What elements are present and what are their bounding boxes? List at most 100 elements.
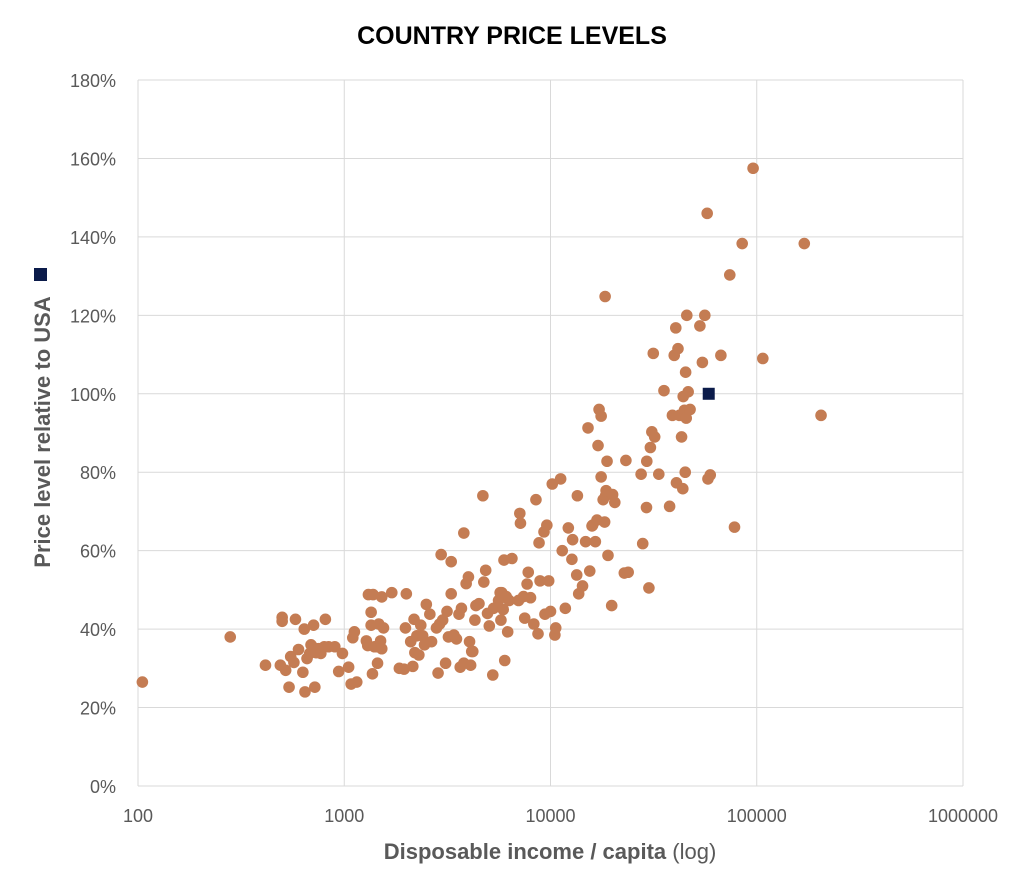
- data-point: [570, 569, 583, 581]
- data-point: [699, 309, 711, 322]
- data-point: [592, 439, 604, 452]
- data-point: [259, 659, 272, 671]
- x-axis-label-suffix: (log): [666, 839, 716, 864]
- data-point: [445, 555, 457, 568]
- data-point: [309, 681, 321, 693]
- data-point: [425, 635, 438, 648]
- data-point: [647, 347, 660, 360]
- data-point: [497, 603, 510, 616]
- data-point: [640, 455, 653, 468]
- data-point: [464, 659, 477, 671]
- data-point: [677, 482, 689, 495]
- data-point: [332, 665, 345, 678]
- x-tick-label: 10000: [525, 806, 575, 826]
- data-point: [462, 571, 475, 583]
- data-point: [498, 654, 511, 667]
- data-point: [583, 565, 596, 577]
- data-point: [530, 493, 542, 506]
- data-point: [483, 620, 496, 632]
- data-point: [728, 521, 741, 533]
- data-point: [375, 591, 388, 603]
- data-point: [533, 537, 545, 549]
- data-point: [602, 549, 614, 562]
- data-point: [501, 626, 514, 638]
- data-point: [495, 614, 507, 626]
- data-point: [598, 516, 611, 528]
- data-point: [329, 640, 341, 653]
- data-point: [757, 352, 769, 365]
- data-point: [589, 535, 602, 548]
- data-point: [366, 668, 379, 680]
- data-point: [635, 468, 647, 480]
- x-axis-label-main: Disposable income / capita: [384, 839, 667, 864]
- data-point: [815, 409, 827, 422]
- data-point: [298, 623, 311, 635]
- data-point-usa: [702, 387, 715, 400]
- data-point: [506, 552, 518, 565]
- data-point: [556, 544, 569, 557]
- data-point: [682, 386, 694, 398]
- data-point: [672, 342, 684, 355]
- data-point: [276, 615, 288, 628]
- data-point: [518, 612, 531, 624]
- y-tick-label: 0%: [90, 777, 116, 797]
- data-point: [385, 586, 398, 599]
- data-point: [601, 455, 613, 468]
- data-point: [420, 598, 433, 611]
- legend-marker-usa: [34, 268, 47, 281]
- data-point: [681, 309, 693, 322]
- data-point: [595, 410, 607, 422]
- data-point: [579, 535, 592, 548]
- data-point: [528, 618, 540, 630]
- data-point: [445, 588, 457, 600]
- data-point: [798, 237, 811, 250]
- data-point: [747, 162, 759, 175]
- data-point: [455, 602, 468, 615]
- data-point: [288, 656, 300, 669]
- data-point: [576, 580, 589, 592]
- data-point: [299, 686, 311, 698]
- data-point: [652, 468, 665, 480]
- data-point: [622, 566, 634, 579]
- y-tick-label: 80%: [80, 463, 116, 483]
- data-point: [319, 613, 332, 626]
- data-point: [350, 676, 363, 688]
- data-point: [463, 635, 476, 648]
- data-point: [458, 527, 470, 539]
- data-point: [514, 507, 526, 520]
- data-point: [566, 533, 579, 546]
- y-axis-label: Price level relative to USA: [30, 296, 55, 568]
- data-points: [136, 162, 827, 698]
- data-point: [479, 564, 492, 577]
- data-point: [571, 489, 584, 502]
- data-point: [542, 575, 555, 587]
- data-point: [371, 657, 384, 670]
- data-point: [407, 660, 419, 673]
- data-point: [416, 629, 429, 642]
- y-tick-label: 40%: [80, 620, 116, 640]
- data-point: [521, 578, 533, 590]
- data-point: [450, 633, 463, 645]
- data-point: [441, 605, 453, 618]
- data-point: [680, 412, 693, 424]
- data-point: [701, 207, 713, 220]
- data-point: [715, 349, 727, 362]
- data-point: [595, 471, 607, 483]
- y-tick-label: 100%: [70, 385, 116, 405]
- data-point: [136, 676, 149, 688]
- data-point: [289, 613, 302, 626]
- data-point: [297, 666, 309, 679]
- x-tick-label: 100000: [727, 806, 787, 826]
- data-point: [307, 619, 320, 631]
- y-tick-label: 140%: [70, 228, 116, 248]
- x-axis-label: Disposable income / capita (log): [384, 839, 717, 864]
- data-point: [348, 626, 361, 638]
- data-point: [224, 631, 237, 643]
- gridlines: [137, 79, 964, 787]
- x-tick-label: 100: [123, 806, 153, 826]
- data-point: [532, 628, 544, 640]
- data-point: [514, 517, 527, 530]
- data-point: [400, 588, 413, 600]
- data-point: [534, 575, 546, 587]
